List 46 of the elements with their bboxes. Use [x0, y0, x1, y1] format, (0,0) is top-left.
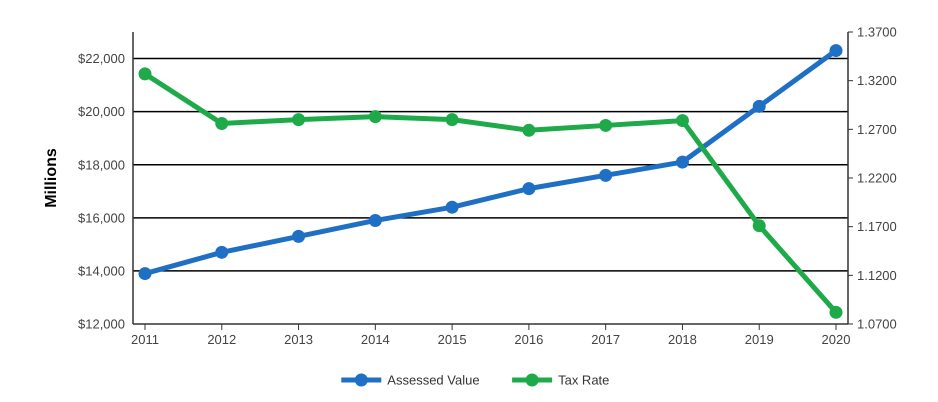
x-tick-label: 2012: [207, 332, 236, 347]
point: [292, 230, 306, 243]
point: [215, 116, 228, 130]
point: [368, 110, 382, 124]
y-tick-label: $22,000: [78, 51, 125, 66]
point: [446, 113, 459, 126]
x-tick-label: 2017: [591, 332, 620, 347]
y2-tick-label: 1.3700: [857, 24, 897, 40]
x-tick-label: 2014: [360, 332, 390, 347]
y-tick-label: $12,000: [78, 316, 125, 332]
y2-tick-label: 1.2700: [857, 122, 897, 137]
y2-tick-label: 1.3200: [857, 73, 897, 88]
point: [368, 214, 382, 227]
point: [676, 156, 689, 169]
legend-label: Assessed Value: [387, 372, 480, 388]
x-tick-label: 2019: [744, 332, 774, 347]
y-tick-label: $16,000: [78, 210, 125, 226]
x-tick-label: 2016: [514, 332, 544, 347]
y2-tick-label: 1.0700: [857, 316, 897, 332]
point: [676, 114, 689, 128]
point: [830, 44, 842, 58]
x-tick-label: 2018: [668, 332, 697, 347]
x-tick-label: 2020: [822, 332, 850, 347]
point: [522, 182, 536, 196]
point: [752, 100, 766, 113]
point: [752, 219, 766, 232]
point: [215, 246, 228, 259]
point: [522, 124, 536, 137]
point: [599, 168, 612, 182]
point: [138, 267, 152, 280]
x-tick-label: 2011: [131, 332, 159, 347]
y-axis-title: Millions: [43, 148, 60, 208]
y2-tick-label: 1.1200: [857, 268, 897, 283]
point: [599, 118, 612, 132]
point: [138, 67, 152, 80]
y2-tick-label: 1.1700: [857, 219, 897, 234]
point: [292, 113, 306, 126]
x-tick-label: 2015: [438, 332, 467, 347]
y-tick-label: $18,000: [78, 157, 125, 172]
point: [830, 306, 842, 319]
point: [446, 200, 459, 214]
y-tick-label: $20,000: [78, 104, 125, 120]
y2-tick-label: 1.2200: [857, 170, 897, 186]
y-tick-label: $14,000: [78, 263, 125, 278]
x-tick-label: 2013: [284, 332, 314, 347]
legend-label: Tax Rate: [558, 372, 610, 388]
